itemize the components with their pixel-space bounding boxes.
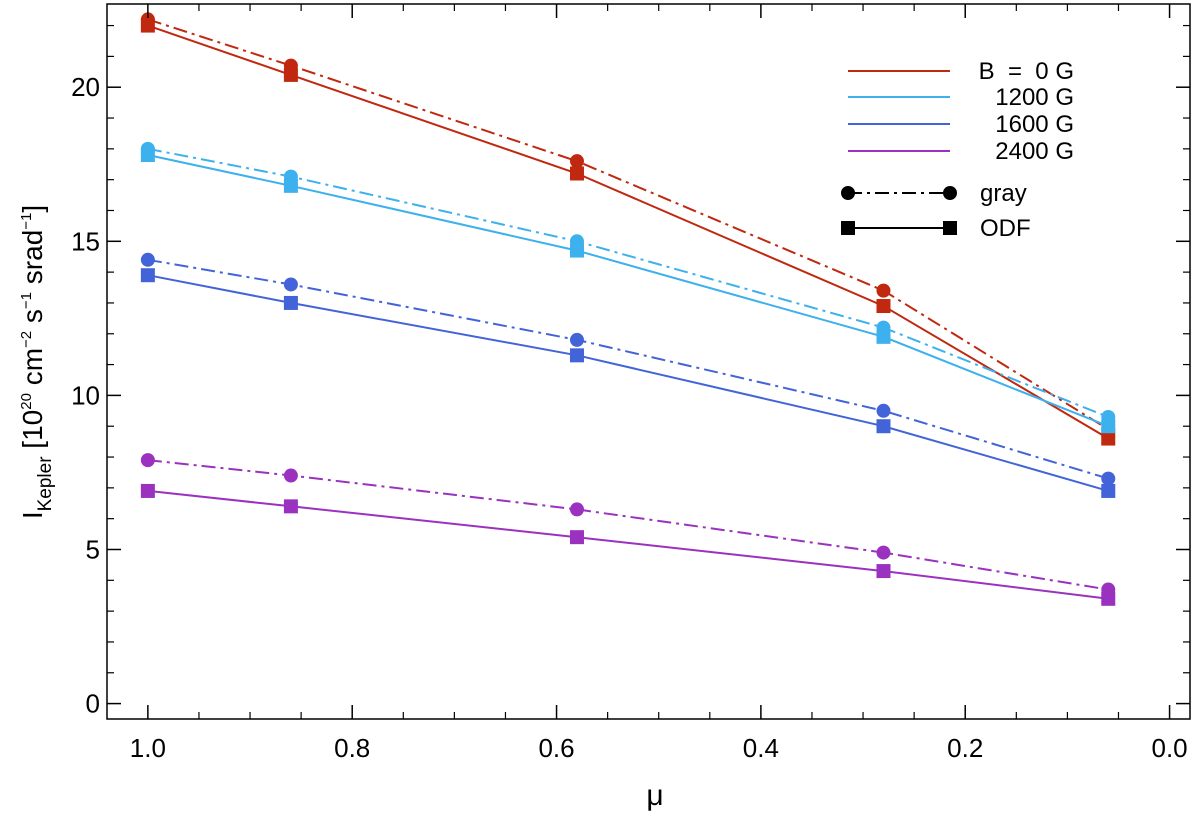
point-1600-g-gray [283, 277, 298, 292]
y-title-subscript: Kepler [35, 456, 56, 512]
x-tick-label: 1.0 [130, 733, 166, 763]
point-b-0-g-gray [876, 283, 891, 298]
point-2400-g-gray [876, 545, 891, 560]
point-1600-g-gray [876, 403, 891, 418]
point-1200-g-odf [569, 243, 584, 258]
point-2400-g-odf [569, 530, 584, 545]
point-1600-g-odf [1101, 483, 1116, 498]
y-axis-title: IKepler [1020 cm−2 s−1 srad−1] [17, 205, 56, 519]
y-title-exp-2: −2 [18, 331, 35, 348]
legend-marker-square [841, 221, 855, 235]
x-tick-label: 0.4 [743, 733, 779, 763]
point-2400-g-gray [569, 502, 584, 517]
x-tick-label: 0.2 [947, 733, 983, 763]
point-1600-g-gray [1101, 471, 1116, 486]
legend-marker-circle [943, 186, 957, 200]
y-title-unit-s: s [17, 309, 48, 331]
point-2400-g-odf [1101, 591, 1116, 606]
point-b-0-g-odf [283, 67, 298, 82]
point-1600-g-odf [876, 419, 891, 434]
y-tick-label: 20 [71, 72, 100, 102]
y-title-exp-3: −1 [18, 292, 35, 309]
point-1600-g-odf [283, 295, 298, 310]
ticks-layer: 1.0 0.8 0.6 0.4 0.2 0.0 0 5 10 15 20 [71, 4, 1190, 763]
legend-marker-circle [841, 186, 855, 200]
y-title-main: I [17, 511, 48, 519]
point-b-0-g-odf [140, 18, 155, 33]
point-2400-g-odf [876, 564, 891, 579]
legend-label-odf: ODF [980, 215, 1031, 242]
point-b-0-g-odf [876, 299, 891, 314]
point-1200-g-odf [283, 178, 298, 193]
legend-label-1: B = 0 G [979, 58, 1074, 85]
y-title-exp-1: 20 [18, 393, 35, 410]
y-title-unit-close: ] [17, 205, 48, 213]
point-b-0-g-odf [569, 166, 584, 181]
x-tick-label: 0.0 [1151, 733, 1187, 763]
y-title-unit-cm: cm [17, 348, 48, 393]
point-1600-g-gray [569, 332, 584, 347]
y-title-exp-4: −1 [18, 213, 35, 230]
legend-label-2: 1200 G [995, 84, 1074, 111]
point-b-0-g-odf [1101, 431, 1116, 446]
y-tick-label: 5 [86, 534, 100, 564]
point-1200-g-odf [876, 329, 891, 344]
legend-marker-square [943, 221, 957, 235]
point-1200-g-odf [140, 148, 155, 163]
series-line-b-0-g-odf [147, 24, 1109, 440]
point-1600-g-gray [140, 252, 155, 267]
legend-label-gray: gray [980, 180, 1027, 207]
legend-label-3: 1600 G [995, 111, 1074, 138]
point-2400-g-odf [283, 499, 298, 514]
point-1600-g-odf [140, 268, 155, 283]
point-b-0-g-gray [569, 154, 584, 169]
y-title-unit-srad: srad [17, 230, 48, 292]
point-2400-g-gray [140, 453, 155, 468]
point-1200-g-odf [1101, 419, 1116, 434]
point-2400-g-odf [140, 483, 155, 498]
y-tick-label: 10 [71, 380, 100, 410]
series-layer [140, 12, 1116, 606]
plot-frame [106, 3, 1191, 720]
y-tick-label: 15 [71, 226, 100, 256]
point-1600-g-odf [569, 348, 584, 363]
x-axis-title: μ [646, 779, 663, 812]
series-line-2400-g-gray [147, 459, 1109, 591]
x-tick-label: 0.8 [334, 733, 370, 763]
legend-label-4: 2400 G [995, 138, 1074, 165]
x-tick-label: 0.6 [538, 733, 574, 763]
y-title-unit-open: [10 [17, 410, 48, 457]
y-tick-label: 0 [86, 689, 100, 719]
point-2400-g-gray [283, 468, 298, 483]
